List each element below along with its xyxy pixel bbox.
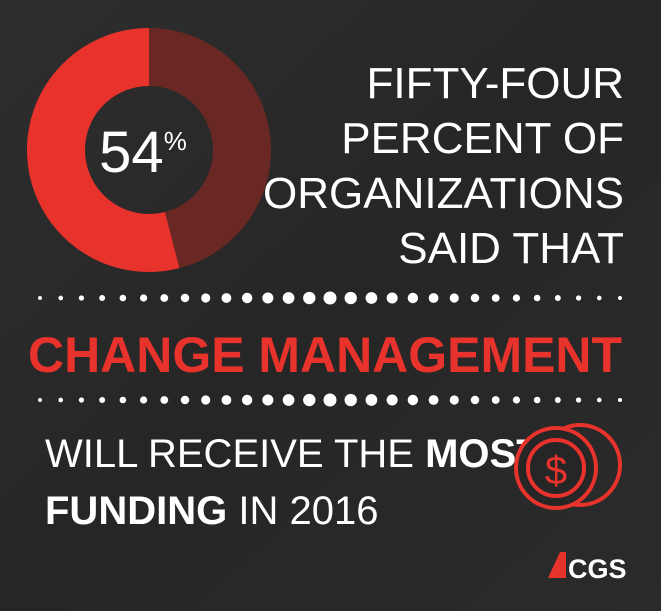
dot bbox=[533, 396, 541, 404]
dot bbox=[99, 295, 106, 301]
donut-chart: 54% bbox=[27, 28, 271, 272]
dot bbox=[139, 396, 148, 404]
dot bbox=[78, 295, 85, 301]
headline-line: FIFTY-FOUR bbox=[367, 59, 624, 108]
dot bbox=[407, 292, 419, 304]
dot bbox=[407, 394, 419, 406]
dot bbox=[554, 295, 561, 301]
headline: FIFTY-FOUR PERCENT OF ORGANIZATIONS SAID… bbox=[263, 59, 624, 273]
dot bbox=[512, 396, 521, 404]
dot-divider bbox=[38, 291, 622, 305]
dot bbox=[323, 291, 337, 305]
dot bbox=[282, 394, 295, 406]
highlight: CHANGE MANAGEMENT bbox=[28, 327, 622, 383]
footer-text: WILL RECEIVE THE bbox=[45, 432, 414, 476]
dot bbox=[119, 294, 127, 302]
dot bbox=[38, 398, 42, 402]
dot bbox=[596, 295, 602, 301]
dot bbox=[58, 295, 64, 301]
dot bbox=[618, 398, 622, 402]
dot bbox=[180, 395, 190, 405]
dot bbox=[533, 294, 541, 302]
dot bbox=[139, 294, 148, 302]
dollar-sign: $ bbox=[545, 449, 567, 493]
dot bbox=[428, 395, 439, 405]
dot bbox=[596, 397, 602, 403]
logo-mark bbox=[548, 552, 566, 578]
headline-line: PERCENT OF bbox=[341, 114, 624, 163]
dot bbox=[58, 397, 64, 403]
dot bbox=[491, 396, 500, 404]
dot bbox=[449, 395, 459, 405]
dot bbox=[221, 395, 232, 405]
dot bbox=[78, 397, 85, 403]
dot-divider bbox=[38, 393, 622, 407]
dot bbox=[262, 292, 274, 304]
dot bbox=[386, 394, 398, 406]
dot bbox=[575, 397, 582, 403]
dot bbox=[221, 293, 232, 303]
headline-line: SAID THAT bbox=[398, 224, 624, 273]
value-label: 54% bbox=[99, 120, 187, 185]
footer-bold: FUNDING bbox=[45, 489, 227, 533]
dot bbox=[512, 294, 521, 302]
dot bbox=[201, 395, 211, 405]
dot bbox=[262, 394, 274, 406]
footer-line: WILL RECEIVE THE MOST bbox=[45, 432, 541, 476]
dot bbox=[365, 292, 378, 304]
dot bbox=[303, 291, 316, 305]
dot bbox=[344, 393, 357, 407]
dot bbox=[303, 393, 316, 407]
dot bbox=[241, 394, 253, 406]
dot bbox=[554, 397, 561, 403]
dot bbox=[160, 294, 169, 302]
dot bbox=[180, 293, 190, 303]
dot bbox=[365, 394, 378, 406]
headline-line: ORGANIZATIONS bbox=[263, 169, 624, 218]
dot bbox=[282, 292, 295, 304]
footer-line: FUNDING IN 2016 bbox=[45, 489, 378, 533]
dot bbox=[618, 296, 622, 300]
dot bbox=[160, 396, 169, 404]
coin-icon: $ bbox=[514, 423, 622, 510]
coin-inner bbox=[526, 438, 586, 498]
dot bbox=[323, 393, 337, 407]
footer-text: IN 2016 bbox=[238, 489, 378, 533]
dot bbox=[241, 292, 253, 304]
dot bbox=[449, 293, 459, 303]
logo: CGS bbox=[548, 552, 627, 584]
dot bbox=[470, 395, 480, 405]
dot bbox=[470, 293, 480, 303]
dot bbox=[201, 293, 211, 303]
dot bbox=[575, 295, 582, 301]
dot bbox=[386, 292, 398, 304]
dot bbox=[491, 294, 500, 302]
dot bbox=[99, 397, 106, 403]
dot bbox=[428, 293, 439, 303]
dot bbox=[38, 296, 42, 300]
donut-segment bbox=[27, 28, 180, 272]
dot bbox=[119, 396, 127, 404]
logo-text: CGS bbox=[568, 554, 627, 584]
dot bbox=[344, 291, 357, 305]
